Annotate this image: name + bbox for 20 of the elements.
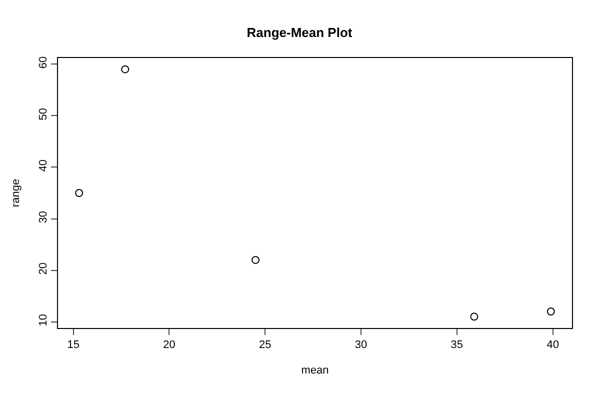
x-tick-label: 15 bbox=[67, 339, 80, 352]
x-tick-label: 35 bbox=[450, 339, 464, 352]
point bbox=[121, 65, 130, 74]
point bbox=[546, 308, 555, 316]
y-axis-title: range bbox=[10, 178, 22, 208]
y-tick-label: 30 bbox=[38, 210, 50, 224]
x-tick-label: 25 bbox=[259, 339, 272, 352]
y-tick-label: 50 bbox=[38, 108, 50, 120]
x-tick-label: 20 bbox=[163, 339, 176, 352]
point bbox=[75, 189, 84, 197]
point bbox=[470, 312, 478, 321]
x-axis-title: mean bbox=[301, 364, 329, 376]
chart-title: Range-Mean Plot bbox=[246, 25, 353, 40]
point bbox=[252, 256, 260, 264]
x-tick-label: 30 bbox=[354, 339, 368, 352]
y-tick-label: 20 bbox=[38, 262, 50, 275]
x-tick-label: 40 bbox=[546, 339, 559, 352]
y-tick-label: 10 bbox=[38, 314, 50, 326]
y-tick-label: 40 bbox=[38, 159, 50, 172]
y-tick-label: 60 bbox=[38, 56, 50, 69]
